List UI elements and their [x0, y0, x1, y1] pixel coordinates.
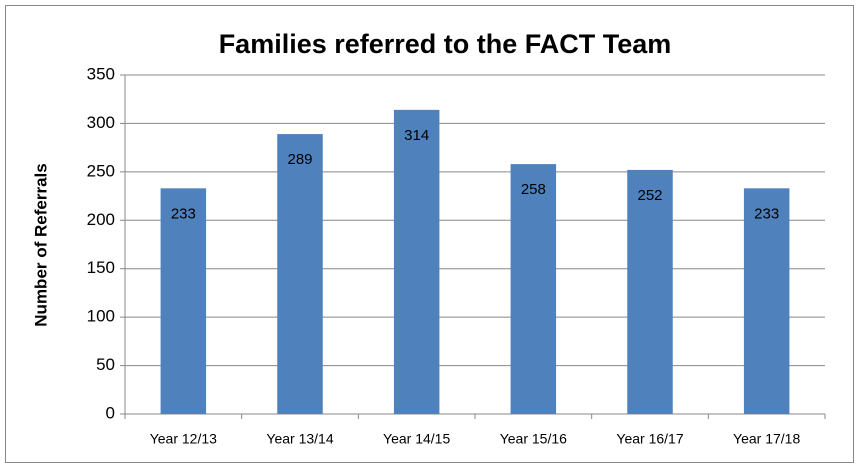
- x-tick-label: Year 15/16: [500, 431, 567, 447]
- bar: [393, 109, 440, 415]
- x-tick-label: Year 14/15: [383, 431, 450, 447]
- bar: [743, 188, 790, 414]
- bar: [160, 188, 207, 414]
- x-tick-label: Year 16/17: [616, 431, 683, 447]
- bar: [627, 169, 673, 414]
- y-tick-label: 150: [87, 258, 115, 277]
- y-axis-label: Number of Referrals: [31, 163, 50, 326]
- data-label: 233: [754, 205, 779, 222]
- y-tick-label: 100: [87, 307, 115, 326]
- y-tick-label: 300: [87, 113, 115, 132]
- y-tick-label: 250: [87, 161, 115, 180]
- y-tick-label: 0: [106, 403, 115, 422]
- x-tick-label: Year 13/14: [266, 431, 333, 447]
- y-tick-label: 50: [96, 355, 115, 374]
- x-tick-label: Year 17/18: [733, 431, 800, 447]
- data-label: 233: [171, 205, 196, 222]
- data-label: 252: [637, 187, 662, 204]
- chart-title: Families referred to the FACT Team: [219, 29, 672, 59]
- y-tick-label: 200: [87, 210, 115, 229]
- data-label: 289: [287, 151, 312, 168]
- bar: [277, 134, 323, 414]
- bar: [510, 164, 557, 414]
- data-label: 258: [521, 181, 546, 198]
- x-tick-label: Year 12/13: [150, 431, 217, 447]
- data-label: 314: [404, 127, 429, 144]
- y-tick-label: 350: [87, 64, 115, 83]
